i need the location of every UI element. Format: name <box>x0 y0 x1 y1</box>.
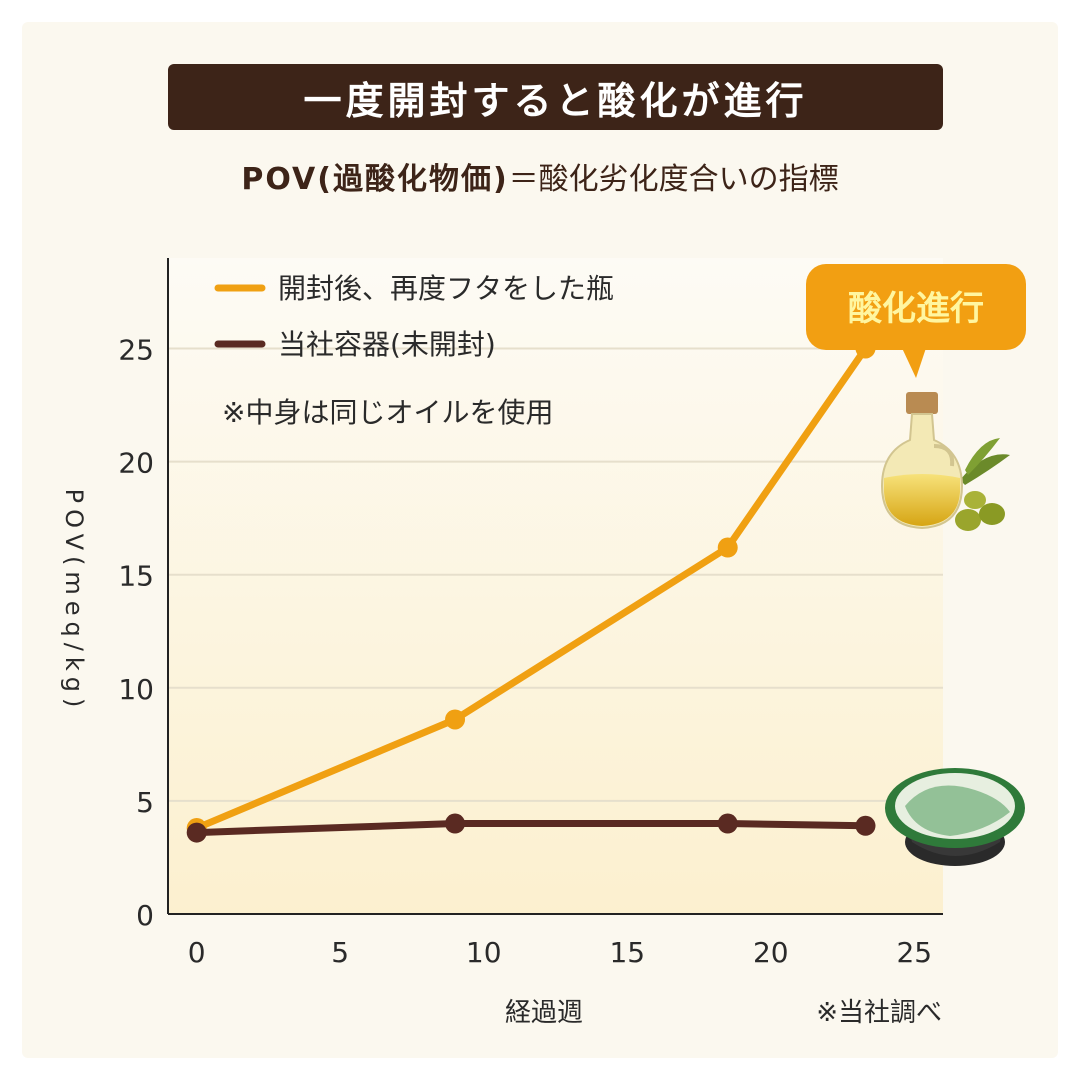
x-tick-label: 5 <box>331 936 349 969</box>
y-tick-label: 25 <box>118 333 154 366</box>
series-point-1 <box>186 822 207 843</box>
same-oil-note: ※中身は同じオイルを使用 <box>222 396 553 429</box>
subtitle-strong: POV(過酸化物価) <box>241 162 509 197</box>
olive-oil-cup-icon <box>885 768 1025 866</box>
series-line-1 <box>193 820 869 837</box>
legend: 開封後、再度フタをした瓶 当社容器(未開封) <box>214 272 614 361</box>
callout-bubble <box>806 264 1026 350</box>
y-tick-label: 15 <box>118 560 154 593</box>
banner-title: 一度開封すると酸化が進行 <box>303 78 808 123</box>
y-tick-label: 10 <box>118 673 154 706</box>
y-tick-label: 20 <box>118 447 154 480</box>
y-axis-label-text: POV(meq/kg) <box>60 488 88 714</box>
plot-background <box>168 258 943 914</box>
legend-label-opened: 開封後、再度フタをした瓶 <box>278 272 614 305</box>
x-tick-label: 15 <box>609 936 645 969</box>
title-banner: 一度開封すると酸化が進行 <box>168 64 943 130</box>
oxidation-callout: 酸化進行 <box>806 264 1026 378</box>
y-tick-label: 0 <box>136 899 154 932</box>
series-point-1 <box>855 815 876 836</box>
x-tick-label: 10 <box>466 936 502 969</box>
grid-lines <box>168 347 943 802</box>
callout-pointer <box>902 348 926 378</box>
series-point-0 <box>717 537 738 558</box>
callout-label: 酸化進行 <box>848 289 984 329</box>
y-axis-label: POV(meq/kg) <box>52 486 96 716</box>
y-tick-label: 5 <box>136 786 154 819</box>
series-point-1 <box>445 813 466 834</box>
x-axis-label: 経過週 <box>505 998 584 1028</box>
source-note: ※当社調べ <box>816 998 942 1028</box>
y-tick-labels: 0 5 10 15 20 25 <box>118 333 154 932</box>
x-tick-label: 25 <box>896 936 932 969</box>
olive-oil-bottle-icon <box>880 392 1010 531</box>
subtitle-rest: ＝酸化劣化度合いの指標 <box>508 162 839 197</box>
series-group <box>186 338 876 843</box>
series-line-0 <box>193 344 869 832</box>
x-tick-labels: 0 5 10 15 20 25 <box>188 936 932 969</box>
series-point-0 <box>445 709 466 730</box>
series-point-1 <box>717 813 738 834</box>
x-tick-label: 0 <box>188 936 206 969</box>
legend-label-sealed: 当社容器(未開封) <box>278 328 496 361</box>
chart-subtitle: POV(過酸化物価)＝酸化劣化度合いの指標 <box>0 154 1080 198</box>
x-tick-label: 20 <box>753 936 789 969</box>
